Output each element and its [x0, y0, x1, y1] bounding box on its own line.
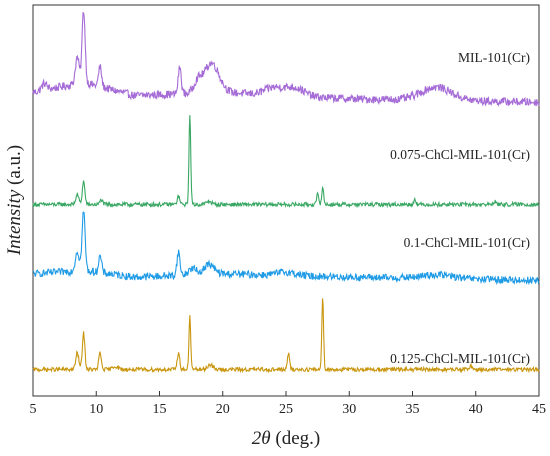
x-tick-label-30: 30 [342, 402, 356, 417]
y-axis-title-word: Intensity [4, 189, 25, 256]
x-tick-label-5: 5 [30, 402, 37, 417]
series-line-1 [32, 115, 540, 209]
series-label-3: 0.125-ChCl-MIL-101(Cr) [390, 351, 530, 366]
x-tick-label-35: 35 [406, 402, 420, 417]
series-line-0 [32, 11, 540, 107]
series-group [32, 11, 540, 374]
x-tick-label-40: 40 [469, 402, 483, 417]
x-tick-label-25: 25 [279, 402, 293, 417]
series-label-0: MIL-101(Cr) [458, 50, 530, 65]
series-label-2: 0.1-ChCl-MIL-101(Cr) [404, 235, 530, 250]
x-axis-title: 2θ (deg.) [252, 428, 320, 449]
x-tick-label-45: 45 [532, 402, 546, 417]
x-axis-title-unit: (deg.) [271, 428, 321, 449]
x-tick-label-10: 10 [89, 402, 103, 417]
x-axis-title-symbol: 2θ [252, 428, 271, 449]
series-labels: MIL-101(Cr) 0.075-ChCl-MIL-101(Cr) 0.1-ChC… [390, 50, 530, 366]
x-axis-ticks: 5 10 15 20 25 30 35 40 45 [30, 391, 546, 417]
x-tick-label-15: 15 [153, 402, 167, 417]
series-label-1: 0.075-ChCl-MIL-101(Cr) [390, 147, 530, 162]
series-line-2 [32, 211, 540, 286]
y-axis-title-unit: (a.u.) [4, 145, 25, 190]
y-axis-title: Intensity (a.u.) [4, 145, 25, 256]
x-tick-label-20: 20 [216, 402, 230, 417]
series-line-3 [32, 298, 540, 374]
